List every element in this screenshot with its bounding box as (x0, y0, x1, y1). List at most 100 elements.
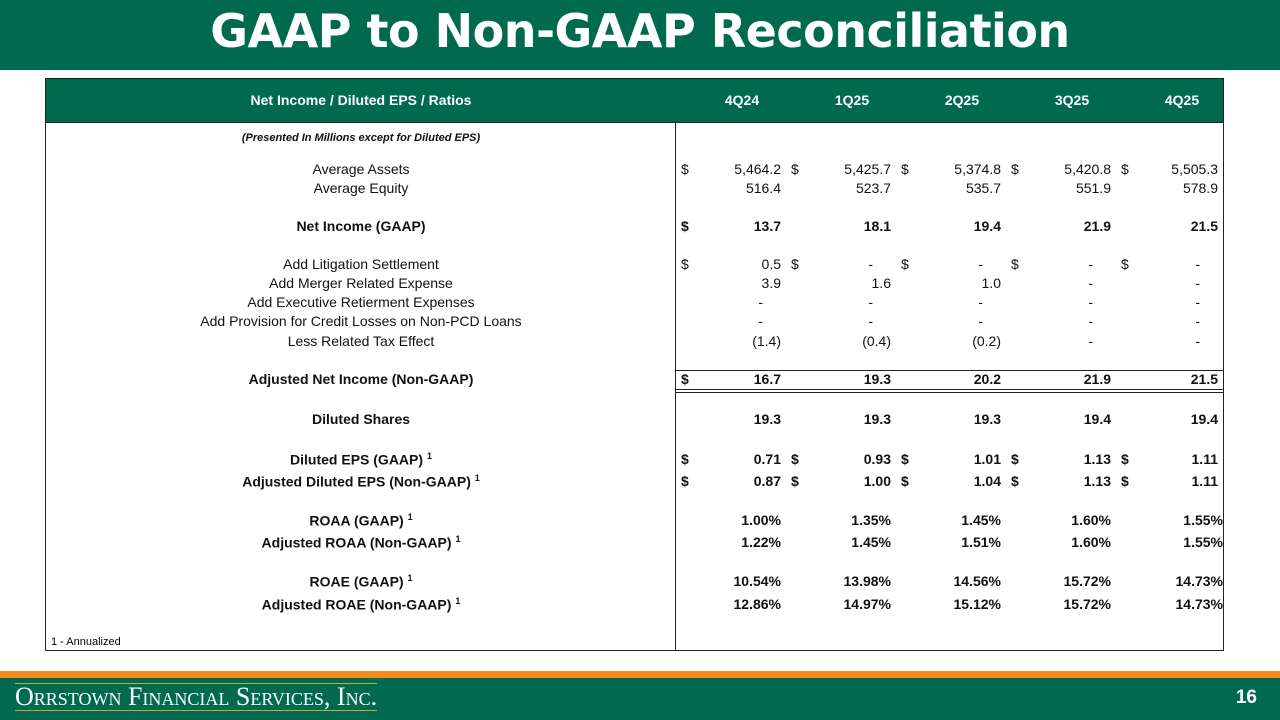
cell-value: 551.9 (1075, 180, 1111, 196)
footnote-marker: 1 (407, 512, 413, 522)
cell-value: 19.3 (753, 411, 781, 427)
cell-value: 1.11 (1191, 451, 1218, 467)
currency-symbol: $ (681, 218, 689, 234)
row-label: ROAE (GAAP) 1 (46, 573, 676, 590)
cell-value: (0.2) (972, 333, 1001, 349)
cell-value: 16.7 (753, 371, 781, 387)
cell-value: 14.97% (843, 596, 891, 612)
cell-value: 21.9 (1083, 371, 1111, 387)
footnote-marker: 1 (426, 451, 432, 461)
currency-symbol: $ (791, 451, 799, 467)
row-label-text: Diluted Shares (311, 411, 411, 427)
cell-value: 5,505.3 (1171, 161, 1218, 177)
total-rule-top (675, 370, 1224, 371)
table-row: Add Executive Retierment Expenses - - - - - (46, 294, 1223, 312)
cell-value: - (1088, 256, 1093, 272)
row-label-text: Adjusted Net Income (Non-GAAP) (248, 371, 474, 387)
cell-value: 20.2 (973, 371, 1001, 387)
table-row: Less Related Tax Effect (1.4) (0.4) (0.2) - - (46, 333, 1223, 351)
reconciliation-table: Net Income / Diluted EPS / Ratios 4Q24 1Q… (45, 78, 1224, 651)
cell-value: - (868, 294, 873, 310)
cell-value: 535.7 (965, 180, 1001, 196)
row-label-text: Add Litigation Settlement (283, 256, 439, 272)
cell-value: 10.54% (733, 573, 781, 589)
row-label: Adjusted ROAE (Non-GAAP) 1 (46, 596, 676, 613)
cell-value: - (978, 256, 983, 272)
currency-symbol: $ (681, 473, 689, 489)
cell-value: - (1088, 333, 1093, 349)
currency-symbol: $ (901, 161, 909, 177)
row-label: Average Equity (46, 180, 676, 196)
row-label: Add Executive Retierment Expenses (46, 294, 676, 310)
footnote-marker: 1 (474, 473, 480, 483)
cell-value: - (1088, 275, 1093, 291)
row-label: ROAA (GAAP) 1 (46, 512, 676, 529)
subtitle: (Presented In Millions except for Dilute… (241, 132, 481, 144)
table-row: Adjusted ROAA (Non-GAAP) 1 1.22% 1.45% 1.51… (46, 534, 1223, 552)
currency-symbol: $ (1011, 256, 1019, 272)
row-label: Add Provision for Credit Losses on Non-P… (46, 313, 676, 329)
currency-symbol: $ (1011, 473, 1019, 489)
cell-value: 15.72% (1063, 573, 1111, 589)
cell-value: 523.7 (855, 180, 891, 196)
cell-value: - (868, 256, 873, 272)
row-label-text: ROAE (GAAP) (309, 573, 404, 590)
cell-value: 19.3 (863, 371, 891, 387)
cell-value: 19.4 (1190, 411, 1218, 427)
row-label: Diluted Shares (46, 411, 676, 427)
table-row: Average Equity 516.4 523.7 535.7 551.9 578.9 (46, 180, 1223, 198)
row-label-text: Add Executive Retierment Expenses (247, 294, 475, 310)
page-title: GAAP to Non-GAAP Reconciliation (210, 4, 1070, 58)
cell-value: 5,464.2 (734, 161, 781, 177)
cell-value: - (1088, 313, 1093, 329)
cell-value: 15.12% (953, 596, 1001, 612)
row-label-text: ROAA (GAAP) (309, 512, 404, 529)
row-label: Average Assets (46, 161, 676, 177)
row-label-text: Adjusted Diluted EPS (Non-GAAP) (242, 473, 471, 490)
cell-value: - (758, 294, 763, 310)
cell-value: 5,425.7 (844, 161, 891, 177)
cell-value: - (758, 313, 763, 329)
cell-value: (0.4) (862, 333, 891, 349)
orange-stripe (0, 671, 1280, 678)
table-row: Add Merger Related Expense 3.9 1.6 1.0 - - (46, 275, 1223, 293)
cell-value: 21.5 (1190, 218, 1218, 234)
cell-value: 1.60% (1071, 534, 1111, 550)
table-row: ROAA (GAAP) 1 1.00% 1.35% 1.45% 1.60% 1.55% (46, 512, 1223, 530)
cell-value: - (1195, 313, 1200, 329)
currency-symbol: $ (681, 161, 689, 177)
cell-value: 3.9 (761, 275, 781, 291)
table-row: Adjusted Diluted EPS (Non-GAAP) 1 $0.87 $1… (46, 473, 1223, 491)
cell-value: 1.13 (1083, 451, 1111, 467)
cell-value: (1.4) (752, 333, 781, 349)
row-label-text: Average Equity (313, 180, 409, 196)
cell-value: 21.9 (1083, 218, 1111, 234)
cell-value: 18.1 (863, 218, 891, 234)
cell-value: 5,420.8 (1064, 161, 1111, 177)
cell-value: 0.87 (753, 473, 781, 489)
subtitle-row: (Presented In Millions except for Dilute… (46, 132, 1223, 150)
table-row: Diluted Shares 19.3 19.3 19.3 19.4 19.4 (46, 411, 1223, 429)
cell-value: 13.7 (753, 218, 781, 234)
cell-value: 516.4 (745, 180, 781, 196)
footnote-marker: 1 (455, 534, 461, 544)
cell-value: 1.35% (851, 512, 891, 528)
table-row: Adjusted Net Income (Non-GAAP) $16.7 19.3 2… (46, 371, 1223, 389)
cell-value: 13.98% (843, 573, 891, 589)
row-label: Net Income (GAAP) (46, 218, 676, 234)
cell-value: 1.00% (741, 512, 781, 528)
total-rule-double-1 (675, 389, 1224, 390)
currency-symbol: $ (791, 161, 799, 177)
cell-value: 1.01 (973, 451, 1001, 467)
row-label: Adjusted Net Income (Non-GAAP) (46, 371, 676, 387)
currency-symbol: $ (681, 371, 689, 387)
cell-value: 1.0 (981, 275, 1001, 291)
footnote-marker: 1 (455, 596, 461, 606)
cell-value: - (1195, 294, 1200, 310)
cell-value: 19.4 (973, 218, 1001, 234)
currency-symbol: $ (901, 451, 909, 467)
table-row: Net Income (GAAP) $13.7 18.1 19.4 21.9 21.5 (46, 218, 1223, 236)
table-header: Net Income / Diluted EPS / Ratios 4Q24 1Q… (46, 79, 1223, 123)
row-label-text: Add Merger Related Expense (269, 275, 453, 291)
cell-value: - (1195, 333, 1200, 349)
